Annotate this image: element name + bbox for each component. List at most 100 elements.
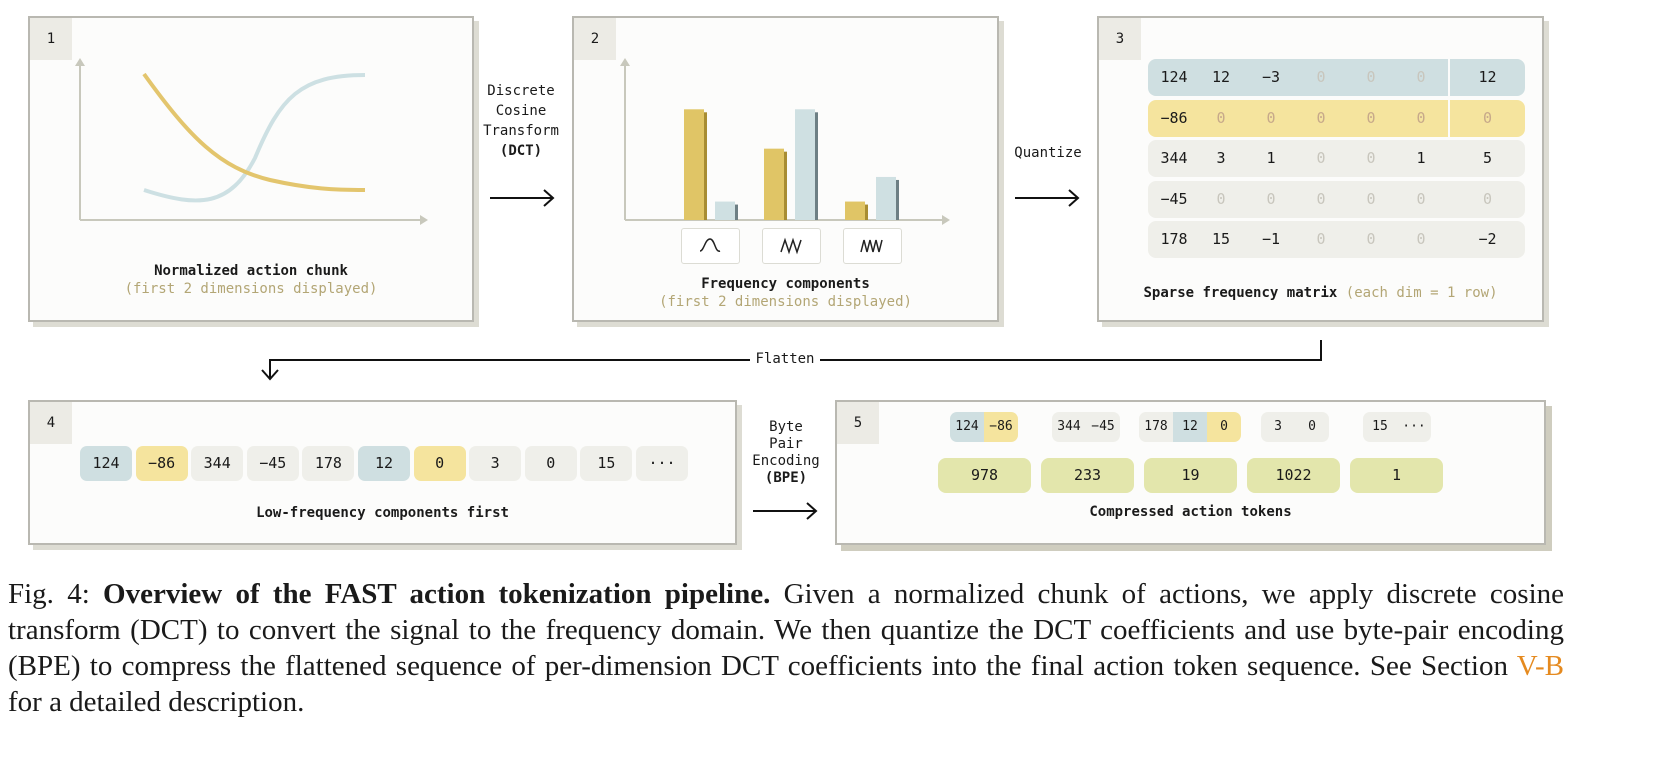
figure-caption: Fig. 4: Overview of the FAST action toke… — [8, 576, 1564, 720]
source-value: −45 — [1086, 412, 1120, 442]
mid-frequency-wave-icon — [780, 237, 802, 255]
action-token: 978 — [938, 458, 1031, 493]
section-reference-link[interactable]: V-B — [1516, 650, 1564, 682]
matrix-cell: 0 — [1316, 68, 1326, 86]
matrix-cell: 0 — [1482, 189, 1493, 208]
panel-caption: Compressed action tokens — [837, 503, 1544, 521]
caption-title: Compressed action tokens — [1089, 504, 1292, 520]
matrix-cell: 0 — [1366, 108, 1376, 127]
coefficient-chip: 12 — [358, 446, 410, 481]
action-token: 1 — [1350, 458, 1443, 493]
caption-subtitle: (each dim = 1 row) — [1345, 285, 1498, 301]
token-source-chip: 344 −45 — [1052, 412, 1120, 442]
column-divider — [1448, 99, 1450, 137]
matrix-cell: 5 — [1482, 149, 1493, 167]
panel-sparse-frequency-matrix: 3 124 12 −3 0 0 0 12 −86 0 0 0 0 0 0 344 3 1 0 0 1 5 −45 0 0 0 0 0… — [1097, 16, 1544, 322]
matrix-row: −86 0 0 0 0 0 0 — [1148, 99, 1525, 137]
source-value: 0 — [1295, 412, 1329, 442]
dimension-2-curve — [143, 73, 366, 203]
coefficient-chip: ··· — [636, 446, 688, 481]
source-value: 178 — [1139, 412, 1173, 442]
source-value: 344 — [1052, 412, 1086, 442]
coefficient-chip: 15 — [580, 446, 633, 481]
panel-caption: Frequency components (first 2 dimensions… — [574, 275, 997, 311]
low-frequency-wave-icon — [699, 238, 721, 252]
right-arrow-icon — [1015, 189, 1080, 207]
token-source-chip: 124 −86 — [950, 412, 1018, 442]
bar-dim-2-mid — [795, 109, 815, 220]
matrix-cell: 0 — [1366, 68, 1376, 86]
bar-dim-1-mid — [764, 148, 784, 220]
matrix-cell: −1 — [1261, 230, 1281, 248]
panel-number: 4 — [30, 402, 72, 444]
matrix-cell: 0 — [1416, 108, 1426, 127]
coefficient-chip: −86 — [135, 446, 188, 481]
bar-dim-2-low — [715, 201, 735, 220]
action-token: 233 — [1041, 458, 1134, 493]
matrix-cell: 178 — [1160, 230, 1188, 248]
matrix-cell: 0 — [1216, 189, 1226, 208]
matrix-cell: 1 — [1266, 149, 1276, 167]
matrix-cell: 0 — [1316, 230, 1326, 248]
dct-label-line: Discrete — [487, 83, 555, 99]
plot-axes — [75, 58, 428, 225]
panel-compressed-tokens: 5 124 −86 978 344 −45 233 178 12 0 19 3 0 1022 15 ··· 1… — [835, 400, 1546, 545]
matrix-cell: 1 — [1416, 149, 1426, 167]
coefficient-chip: 178 — [302, 446, 355, 481]
matrix-cell: 0 — [1216, 108, 1226, 127]
matrix-row: 178 15 −1 0 0 0 −2 — [1148, 221, 1525, 258]
matrix-cell: 0 — [1316, 189, 1326, 208]
caption-title: Frequency components — [701, 276, 870, 292]
token-source-chip: 15 ··· — [1363, 412, 1431, 442]
matrix-cell: −2 — [1478, 230, 1497, 248]
panel-normalized-action-chunk: 1 Normalized action chunk (first 2 dimen… — [28, 16, 474, 322]
action-token: 19 — [1144, 458, 1237, 493]
coefficient-chip: 3 — [469, 446, 522, 481]
caption-title: Normalized action chunk — [154, 263, 348, 279]
figure-title: Overview of the FAST action tokenization… — [103, 578, 771, 610]
source-value: 3 — [1261, 412, 1295, 442]
panel-caption: Sparse frequency matrix (each dim = 1 ro… — [1099, 284, 1542, 302]
bpe-label-line: (BPE) — [764, 470, 808, 486]
dimension-1-curve — [142, 72, 366, 192]
panel-frequency-components: 2 Frequency components (first 2 dimensio… — [572, 16, 999, 322]
wave-icon-box — [762, 228, 821, 264]
matrix-cell: 0 — [1416, 230, 1426, 248]
action-curves-plot — [75, 58, 428, 225]
panel-caption: Normalized action chunk (first 2 dimensi… — [30, 262, 472, 298]
matrix-cell: 15 — [1211, 230, 1231, 248]
matrix-cell: −86 — [1160, 108, 1188, 127]
action-token: 1022 — [1247, 458, 1340, 493]
source-value: ··· — [1397, 412, 1431, 442]
coefficient-chip: 124 — [80, 446, 132, 481]
panel-number: 1 — [30, 18, 72, 60]
panel-number: 3 — [1099, 18, 1141, 60]
matrix-cell: 0 — [1366, 230, 1376, 248]
figure-text-end: for a detailed description. — [8, 686, 305, 718]
dct-label: Discrete Cosine Transform (DCT) — [478, 81, 564, 161]
caption-subtitle: (first 2 dimensions displayed) — [124, 281, 378, 297]
flatten-label: Flatten — [750, 348, 820, 370]
bar-dim-1-low — [684, 109, 704, 220]
matrix-cell: 0 — [1266, 108, 1276, 127]
source-value: 12 — [1173, 412, 1207, 442]
wave-icon-box — [681, 228, 740, 264]
panel-number: 2 — [574, 18, 616, 60]
bpe-label: Byte Pair Encoding (BPE) — [743, 419, 829, 487]
matrix-cell: 0 — [1416, 189, 1426, 208]
panel-caption: Low-frequency components first — [30, 504, 735, 522]
coefficient-chip: −45 — [246, 446, 299, 481]
matrix-row: −45 0 0 0 0 0 0 — [1148, 180, 1525, 218]
matrix-cell: 0 — [1416, 68, 1426, 86]
caption-title: Low-frequency components first — [256, 505, 509, 521]
matrix-cell: 0 — [1316, 108, 1326, 127]
bpe-label-line: Byte — [769, 419, 803, 435]
matrix-row: 124 12 −3 0 0 0 12 — [1148, 59, 1525, 96]
source-value: 15 — [1363, 412, 1397, 442]
matrix-cell: −45 — [1160, 189, 1188, 208]
dct-label-line: (DCT) — [499, 143, 543, 159]
wave-icon-box — [843, 228, 902, 264]
source-value: −86 — [984, 412, 1018, 442]
matrix-cell: 12 — [1211, 68, 1231, 86]
